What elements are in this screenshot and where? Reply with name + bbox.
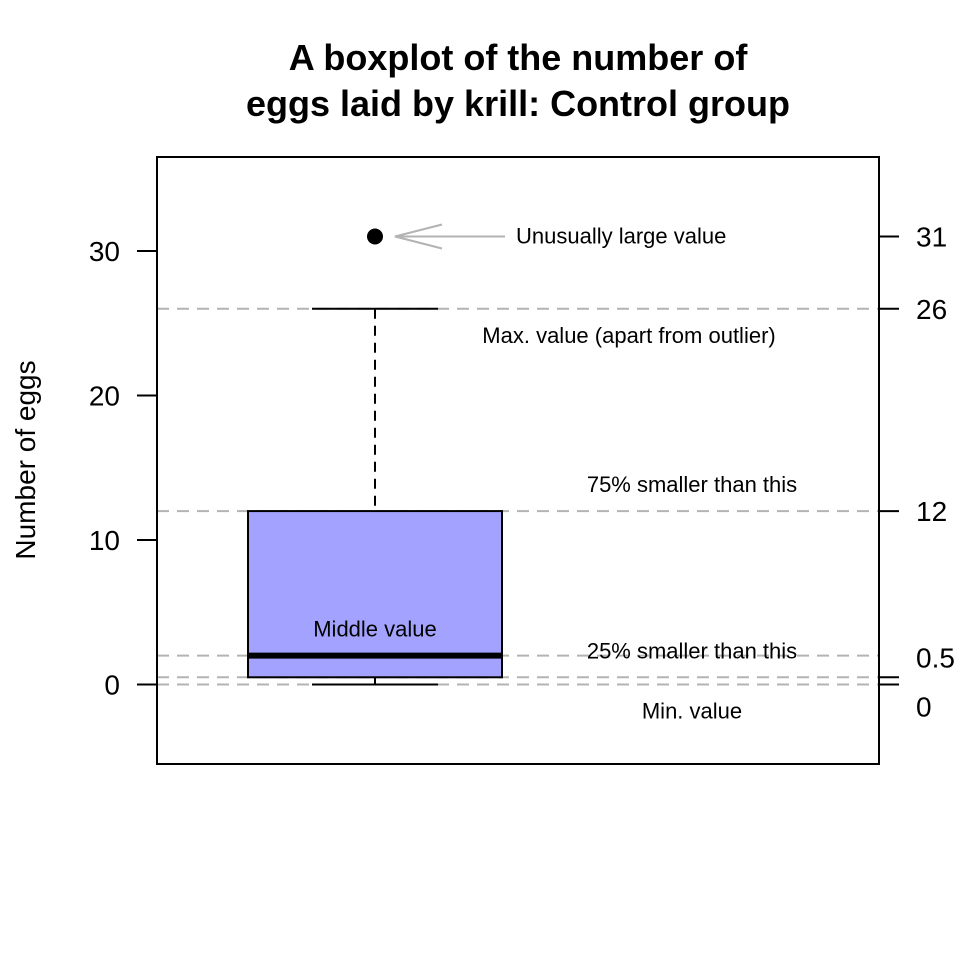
annotations: Unusually large value Max. value (apart f…	[313, 223, 797, 723]
outlier-point-0	[367, 228, 383, 245]
y-axis-label: Number of eggs	[10, 360, 41, 559]
annotation-max: Max. value (apart from outlier)	[482, 323, 775, 348]
right-tick-label-4: 0	[916, 692, 932, 723]
right-tick-label-1: 26	[916, 294, 947, 325]
iqr-box	[247, 510, 503, 679]
right-tick-label-0: 31	[916, 221, 947, 252]
plot-frame	[156, 156, 880, 765]
left-tick-label-0: 0	[104, 670, 120, 701]
annotation-median: Middle value	[313, 617, 437, 642]
left-y-axis: 0 10 20 30	[89, 236, 158, 701]
chart-title-line1: A boxplot of the number of	[289, 37, 749, 78]
right-tick-label-2: 12	[916, 496, 947, 527]
annotation-min: Min. value	[642, 699, 742, 724]
chart-title-line2: eggs laid by krill: Control group	[246, 83, 790, 124]
outlier-arrow-head	[394, 223, 443, 250]
annotation-outlier: Unusually large value	[516, 223, 726, 248]
right-tick-label-3: 0.5	[916, 642, 955, 673]
left-tick-label-20: 20	[89, 380, 120, 411]
annotation-q1: 25% smaller than this	[587, 638, 797, 663]
outlier-arrow	[394, 223, 505, 250]
box-and-whiskers	[247, 228, 503, 686]
annotation-q3: 75% smaller than this	[587, 472, 797, 497]
right-y-axis: 31 26 12 0.5 0	[878, 221, 955, 723]
left-tick-label-10: 10	[89, 525, 120, 556]
left-tick-label-30: 30	[89, 236, 120, 267]
